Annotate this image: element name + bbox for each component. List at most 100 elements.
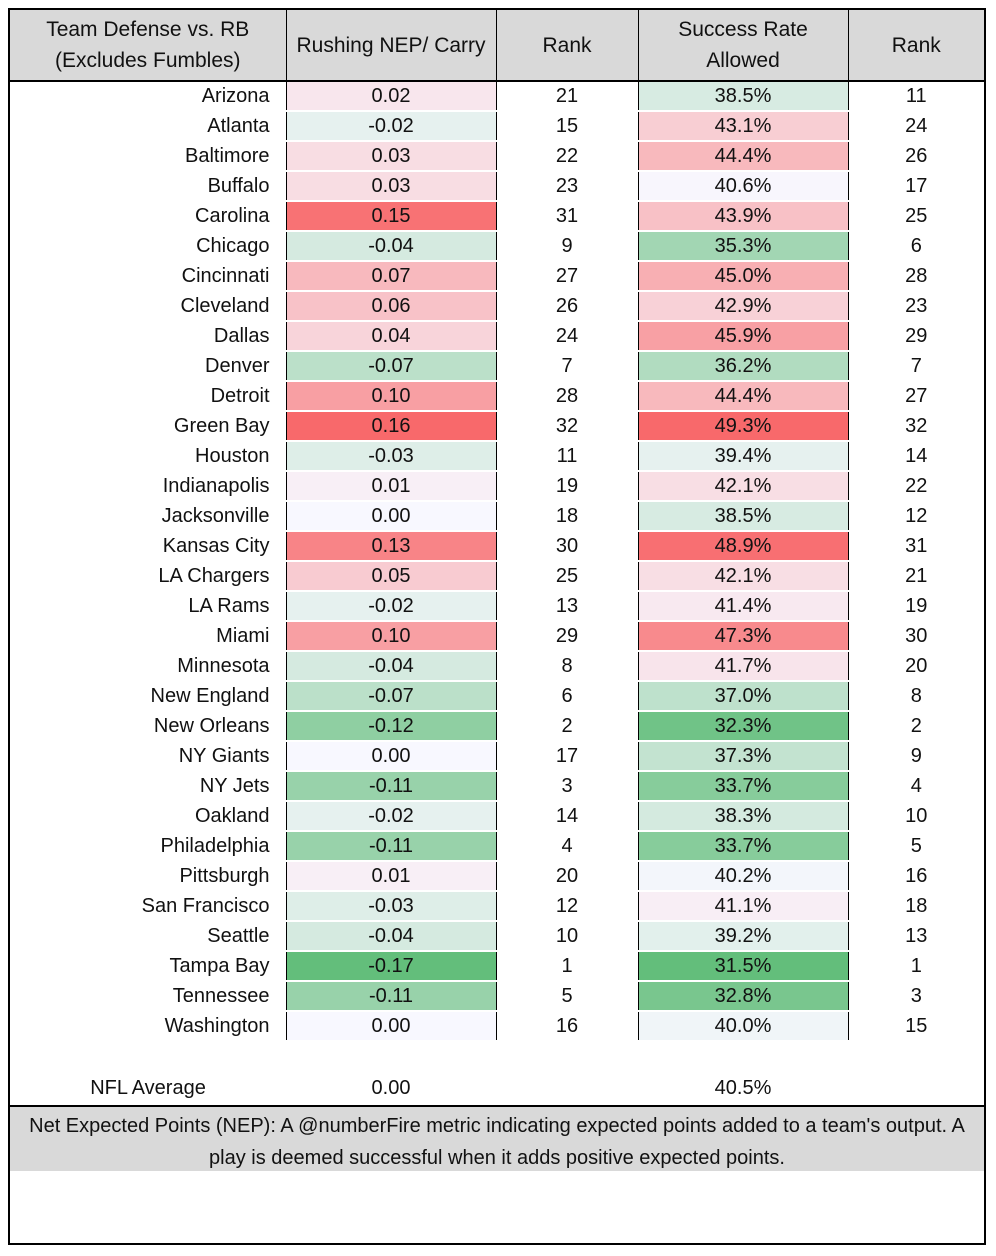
sr-rank-cell: 3 — [847, 981, 984, 1012]
success-rate-cell: 31.5% — [637, 951, 849, 982]
sr-rank-cell: 2 — [847, 711, 984, 742]
table-row: Green Bay 0.16 32 49.3% 32 — [10, 411, 984, 442]
defense-table-frame: Team Defense vs. RB (Excludes Fumbles) R… — [8, 8, 986, 1245]
nep-cell: 0.00 — [285, 1011, 497, 1042]
table-row: Pittsburgh 0.01 20 40.2% 16 — [10, 861, 984, 892]
nep-cell: -0.04 — [285, 231, 497, 262]
sr-rank-cell: 28 — [847, 261, 984, 292]
success-rate-cell: 36.2% — [637, 351, 849, 382]
team-cell: Denver — [10, 351, 287, 382]
nep-cell: -0.03 — [285, 441, 497, 472]
team-cell: NY Jets — [10, 771, 287, 802]
nep-cell: -0.11 — [285, 981, 497, 1012]
nep-cell: -0.02 — [285, 111, 497, 142]
table-row: Jacksonville 0.00 18 38.5% 12 — [10, 501, 984, 532]
success-rate-cell: 44.4% — [637, 141, 849, 172]
success-rate-cell: 44.4% — [637, 381, 849, 412]
nep-rank-cell: 1 — [495, 951, 639, 982]
table-row: Washington 0.00 16 40.0% 15 — [10, 1011, 984, 1042]
nep-cell: -0.17 — [285, 951, 497, 982]
nep-rank-cell: 25 — [495, 561, 639, 592]
table-row: Tennessee -0.11 5 32.8% 3 — [10, 981, 984, 1012]
sr-rank-cell: 22 — [847, 471, 984, 502]
table-row: Chicago -0.04 9 35.3% 6 — [10, 231, 984, 262]
sr-rank-cell: 24 — [847, 111, 984, 142]
table-row: Detroit 0.10 28 44.4% 27 — [10, 381, 984, 412]
nep-cell: 0.01 — [285, 471, 497, 502]
nep-rank-cell: 3 — [495, 771, 639, 802]
nep-cell: -0.04 — [285, 921, 497, 952]
table-row: Minnesota -0.04 8 41.7% 20 — [10, 651, 984, 682]
team-cell: Oakland — [10, 801, 287, 832]
team-cell: LA Chargers — [10, 561, 287, 592]
nep-cell: -0.11 — [285, 771, 497, 802]
success-rate-cell: 32.3% — [637, 711, 849, 742]
table-row: LA Rams -0.02 13 41.4% 19 — [10, 591, 984, 622]
average-nep-rank — [496, 1070, 638, 1105]
spacer-cell — [10, 1040, 984, 1072]
success-rate-cell: 39.4% — [637, 441, 849, 472]
nep-rank-cell: 26 — [495, 291, 639, 322]
team-cell: Kansas City — [10, 531, 287, 562]
table-row: Denver -0.07 7 36.2% 7 — [10, 351, 984, 382]
nep-rank-cell: 2 — [495, 711, 639, 742]
nep-rank-cell: 6 — [495, 681, 639, 712]
team-cell: Minnesota — [10, 651, 287, 682]
sr-rank-cell: 32 — [847, 411, 984, 442]
nep-rank-cell: 9 — [495, 231, 639, 262]
team-cell: New England — [10, 681, 287, 712]
team-cell: Philadelphia — [10, 831, 287, 862]
nep-rank-cell: 17 — [495, 741, 639, 772]
success-rate-cell: 32.8% — [637, 981, 849, 1012]
average-sr-rank — [848, 1070, 984, 1105]
team-cell: Cleveland — [10, 291, 287, 322]
sr-rank-cell: 9 — [847, 741, 984, 772]
table-row: Arizona 0.02 21 38.5% 11 — [10, 81, 984, 112]
table-row: Tampa Bay -0.17 1 31.5% 1 — [10, 951, 984, 982]
success-rate-cell: 39.2% — [637, 921, 849, 952]
sr-rank-cell: 10 — [847, 801, 984, 832]
success-rate-cell: 43.1% — [637, 111, 849, 142]
nep-cell: -0.03 — [285, 891, 497, 922]
table-row: Houston -0.03 11 39.4% 14 — [10, 441, 984, 472]
nep-cell: 0.04 — [285, 321, 497, 352]
table-row: Miami 0.10 29 47.3% 30 — [10, 621, 984, 652]
success-rate-cell: 48.9% — [637, 531, 849, 562]
nep-rank-cell: 22 — [495, 141, 639, 172]
table-row: New Orleans -0.12 2 32.3% 2 — [10, 711, 984, 742]
success-rate-cell: 41.7% — [637, 651, 849, 682]
success-rate-cell: 45.9% — [637, 321, 849, 352]
nep-rank-cell: 18 — [495, 501, 639, 532]
table-body: Arizona 0.02 21 38.5% 11 Atlanta -0.02 15 43.1% 2… — [10, 81, 984, 1042]
team-cell: Chicago — [10, 231, 287, 262]
table-row: Seattle -0.04 10 39.2% 13 — [10, 921, 984, 952]
team-cell: Arizona — [10, 81, 287, 112]
success-rate-cell: 38.5% — [637, 501, 849, 532]
team-cell: Detroit — [10, 381, 287, 412]
team-cell: Jacksonville — [10, 501, 287, 532]
success-rate-cell: 41.4% — [637, 591, 849, 622]
success-rate-cell: 37.0% — [637, 681, 849, 712]
table-row: NY Giants 0.00 17 37.3% 9 — [10, 741, 984, 772]
sr-rank-cell: 29 — [847, 321, 984, 352]
header-success-rate: Success Rate Allowed — [637, 10, 849, 82]
success-rate-cell: 35.3% — [637, 231, 849, 262]
header-row: Team Defense vs. RB (Excludes Fumbles) R… — [10, 10, 984, 82]
nep-rank-cell: 24 — [495, 321, 639, 352]
team-cell: San Francisco — [10, 891, 287, 922]
sr-rank-cell: 25 — [847, 201, 984, 232]
table-row: Baltimore 0.03 22 44.4% 26 — [10, 141, 984, 172]
success-rate-cell: 42.1% — [637, 471, 849, 502]
sr-rank-cell: 27 — [847, 381, 984, 412]
nep-cell: 0.15 — [285, 201, 497, 232]
nep-cell: 0.03 — [285, 171, 497, 202]
nep-rank-cell: 29 — [495, 621, 639, 652]
sr-rank-cell: 11 — [847, 81, 984, 112]
nep-cell: -0.04 — [285, 651, 497, 682]
team-cell: Washington — [10, 1011, 287, 1042]
table-row: Atlanta -0.02 15 43.1% 24 — [10, 111, 984, 142]
success-rate-cell: 40.6% — [637, 171, 849, 202]
sr-rank-cell: 13 — [847, 921, 984, 952]
nep-rank-cell: 4 — [495, 831, 639, 862]
average-label: NFL Average — [10, 1070, 286, 1105]
